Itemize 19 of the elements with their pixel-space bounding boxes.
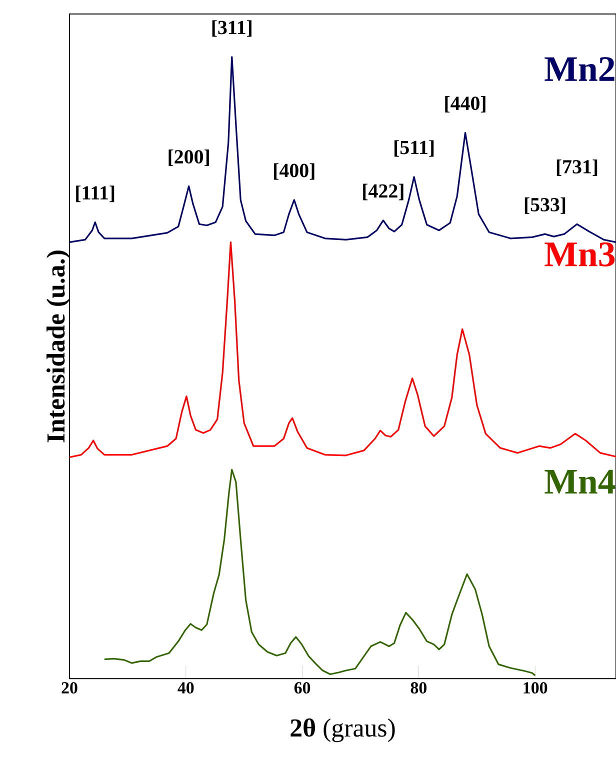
annotation: [440]	[445, 96, 486, 113]
x-axis-title: 2θ (graus)	[290, 718, 395, 742]
annotation: [111]	[76, 186, 114, 202]
text: Mn4	[544, 470, 616, 494]
annotation: [731]	[556, 159, 598, 176]
x-tick-label: 20	[62, 682, 78, 694]
x-tick-label: 80	[410, 682, 427, 694]
y-axis-title: Intensidade (u.a.)	[46, 250, 70, 442]
annotation: [200]	[168, 150, 209, 166]
annotation: [400]	[274, 163, 314, 180]
annotation: [511]	[394, 140, 434, 157]
text: Mn2	[544, 57, 614, 81]
x-tick-label: 100	[524, 682, 548, 694]
annotation: [533]	[524, 197, 566, 214]
x-tick-label: 40	[178, 682, 194, 694]
annotation: [311]	[212, 20, 252, 37]
text: Mn3	[544, 242, 615, 266]
annotation: [422]	[363, 184, 404, 200]
x-tick-label: 60	[294, 682, 310, 694]
